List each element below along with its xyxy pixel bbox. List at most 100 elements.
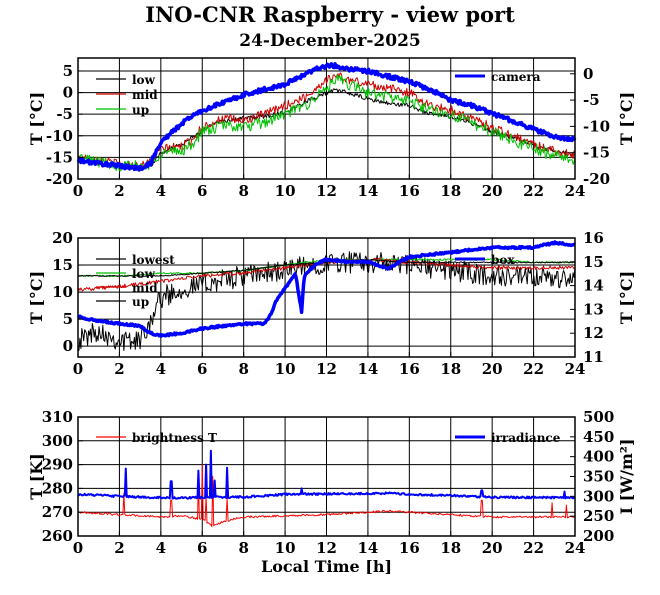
chart-panel-3: 0 2 4 6 8 10 12 14 16 18 20 22 243103002902802702605… xyxy=(27,408,636,576)
y-tick-label-left: 280 xyxy=(42,479,73,497)
y-tick-label-left: -15 xyxy=(46,148,73,166)
chart-panel-2: 0 2 4 6 8 10 12 14 16 18 20 22 242015105016151413121… xyxy=(27,229,636,378)
legend-label-left: low xyxy=(132,73,156,87)
legend-label-left: up xyxy=(132,103,149,117)
y-tick-label-left: 300 xyxy=(42,432,73,450)
x-tick-label: 4 xyxy=(156,539,166,557)
x-tick-label: 18 xyxy=(440,360,461,378)
y-tick-label-left: 5 xyxy=(63,62,73,80)
series-line-camera xyxy=(76,62,577,172)
y-tick-label-right: -10 xyxy=(583,117,610,135)
y-tick-label-right: 400 xyxy=(583,448,614,466)
x-tick-label: 22 xyxy=(523,182,544,200)
x-tick-label: 8 xyxy=(238,539,248,557)
y-tick-label-right: 250 xyxy=(583,507,614,525)
y-tick-label-left: 0 xyxy=(63,337,73,355)
x-tick-label: 0 xyxy=(73,360,83,378)
y-tick-label-right: 11 xyxy=(583,348,604,366)
y-tick-label-left: -5 xyxy=(56,105,73,123)
x-tick-label: 10 xyxy=(275,182,296,200)
x-tick-label: 24 xyxy=(565,539,586,557)
y-tick-label-left: 310 xyxy=(42,408,73,426)
series-line-lowest xyxy=(77,251,576,352)
x-tick-label: 20 xyxy=(482,182,503,200)
legend-label-left: mid xyxy=(132,88,158,102)
legend-label-left: up xyxy=(132,295,149,309)
x-tick-label: 10 xyxy=(275,360,296,378)
x-tick-label: 22 xyxy=(523,360,544,378)
y-tick-label-right: 14 xyxy=(583,277,604,295)
x-tick-label: 20 xyxy=(482,360,503,378)
y-tick-label-right: -5 xyxy=(583,91,600,109)
x-tick-label: 14 xyxy=(357,539,378,557)
x-tick-label: 14 xyxy=(357,182,378,200)
y-tick-label-right: 200 xyxy=(583,527,614,545)
x-tick-label: 4 xyxy=(156,182,166,200)
x-tick-label: 10 xyxy=(275,539,296,557)
x-tick-label: 8 xyxy=(238,182,248,200)
x-tick-label: 24 xyxy=(565,360,586,378)
y-tick-label-left: 260 xyxy=(42,527,73,545)
x-tick-label: 6 xyxy=(197,360,207,378)
x-tick-label: 6 xyxy=(197,539,207,557)
y-axis-label-right: T [°C] xyxy=(617,271,636,324)
x-tick-label: 2 xyxy=(114,539,124,557)
y-tick-label-left: 10 xyxy=(52,283,73,301)
y-tick-label-left: 20 xyxy=(52,229,73,247)
y-tick-label-right: 450 xyxy=(583,428,614,446)
y-tick-label-left: 15 xyxy=(52,256,73,274)
x-tick-label: 24 xyxy=(565,182,586,200)
legend-label-left: mid xyxy=(132,281,158,295)
y-tick-label-right: 350 xyxy=(583,468,614,486)
x-tick-label: 14 xyxy=(357,360,378,378)
legend-label-right: irradiance xyxy=(491,431,561,445)
y-tick-label-right: 16 xyxy=(583,229,604,247)
y-axis-label-left: T [°C] xyxy=(27,271,46,324)
y-tick-label-right: -15 xyxy=(583,144,610,162)
series-line-up xyxy=(77,74,576,172)
legend-label-left: brightness T xyxy=(132,431,217,445)
series-line-box xyxy=(77,240,577,338)
x-tick-label: 16 xyxy=(399,182,420,200)
y-tick-label-right: 300 xyxy=(583,487,614,505)
y-tick-label-left: 290 xyxy=(42,456,73,474)
x-tick-label: 12 xyxy=(316,539,337,557)
x-tick-label: 16 xyxy=(399,360,420,378)
page-date: 24-December-2025 xyxy=(239,31,421,51)
legend-label-right: box xyxy=(491,253,515,267)
series-line-low xyxy=(77,88,576,171)
x-tick-label: 12 xyxy=(316,360,337,378)
y-tick-label-left: -10 xyxy=(46,127,73,145)
y-tick-label-left: -20 xyxy=(46,170,73,188)
x-tick-label: 8 xyxy=(238,360,248,378)
y-tick-label-right: 0 xyxy=(583,65,593,83)
y-tick-label-right: 12 xyxy=(583,324,604,342)
x-tick-label: 0 xyxy=(73,182,83,200)
y-axis-label-right: T [°C] xyxy=(617,92,636,145)
y-tick-label-right: 13 xyxy=(583,300,604,318)
x-tick-label: 2 xyxy=(114,182,124,200)
legend-label-right: camera xyxy=(491,70,541,84)
y-tick-label-right: 15 xyxy=(583,253,604,271)
x-tick-label: 20 xyxy=(482,539,503,557)
legend-label-left: low xyxy=(132,267,156,281)
y-axis-label-left: T [°C] xyxy=(27,92,46,145)
x-tick-label: 16 xyxy=(399,539,420,557)
y-tick-label-left: 0 xyxy=(63,84,73,102)
x-tick-label: 2 xyxy=(114,360,124,378)
page-title: INO-CNR Raspberry - view port xyxy=(145,2,515,27)
legend-label-left: lowest xyxy=(132,253,175,267)
x-tick-label: 6 xyxy=(197,182,207,200)
series-line-irradiance xyxy=(77,449,576,500)
y-axis-label-left: T [K] xyxy=(27,453,46,500)
y-tick-label-left: 270 xyxy=(42,503,73,521)
y-tick-label-right: 500 xyxy=(583,408,614,426)
x-tick-label: 18 xyxy=(440,539,461,557)
y-tick-label-left: 5 xyxy=(63,310,73,328)
x-tick-label: 22 xyxy=(523,539,544,557)
x-tick-label: 4 xyxy=(156,360,166,378)
x-tick-label: 18 xyxy=(440,182,461,200)
x-tick-label: 0 xyxy=(73,539,83,557)
